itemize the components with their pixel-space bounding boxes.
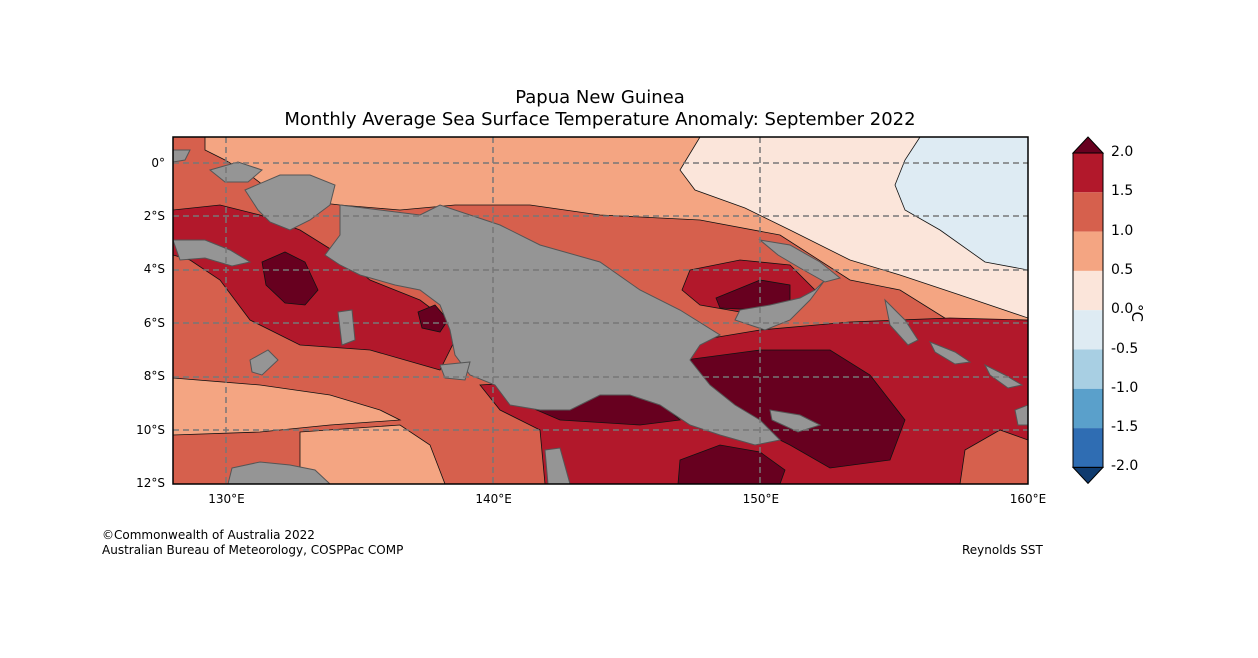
colorbar-tick-label: 2.0 bbox=[1111, 144, 1134, 160]
colorbar-extend-max bbox=[1071, 136, 1105, 154]
new-britain-island bbox=[734, 279, 826, 331]
agency-text: Australian Bureau of Meteorology, COSPPa… bbox=[102, 543, 404, 557]
northern-australia-coast bbox=[227, 461, 331, 484]
colorbar-extend-min bbox=[1071, 466, 1105, 485]
colorbar-bin bbox=[1073, 310, 1103, 350]
lon-tick-label: 130°E bbox=[208, 492, 245, 506]
colorbar-bin bbox=[1073, 428, 1103, 468]
lon-tick-label: 160°E bbox=[1009, 492, 1047, 506]
colorbar-tick-label: 1.0 bbox=[1111, 222, 1134, 239]
colorbar bbox=[1071, 136, 1105, 485]
new-ireland-island bbox=[758, 239, 842, 283]
lat-tick-label: 6°S bbox=[143, 315, 165, 330]
anomaly-region-above-2.0-south bbox=[677, 444, 786, 484]
lat-tick-label: 8°S bbox=[143, 369, 165, 384]
colorbar-tick-label: -1.0 bbox=[1111, 379, 1139, 396]
louisiade-islands bbox=[769, 409, 822, 433]
data-source-text: Reynolds SST bbox=[962, 543, 1043, 557]
cape-york-tip bbox=[544, 447, 571, 484]
colorbar-tick-label: -1.5 bbox=[1111, 419, 1139, 436]
map-frame bbox=[172, 136, 1029, 485]
colorbar-tick-label: -2.0 bbox=[1111, 458, 1139, 475]
colorbar-tick-label: 1.5 bbox=[1111, 183, 1134, 200]
colorbar-tick-label: 0.0 bbox=[1111, 301, 1134, 318]
colorbar-unit-label: °C bbox=[1128, 304, 1146, 322]
colorbar-tick-label: -0.5 bbox=[1111, 340, 1139, 357]
aru-island bbox=[337, 309, 356, 346]
lat-tick-label: 10°S bbox=[136, 422, 165, 437]
solomon-island-1 bbox=[928, 341, 972, 365]
colorbar-bin bbox=[1073, 388, 1103, 429]
colorbar-bin bbox=[1073, 231, 1103, 271]
colorbar-bin bbox=[1073, 270, 1103, 311]
colorbar-frame bbox=[1072, 152, 1104, 468]
map-title: Papua New Guinea bbox=[515, 87, 685, 108]
bougainville-island bbox=[884, 298, 919, 346]
land-masses bbox=[173, 149, 1028, 484]
morotai-island bbox=[173, 149, 191, 163]
copyright-text: ©Commonwealth of Australia 2022 bbox=[102, 528, 315, 542]
anomaly-region-above-2.0-ceram bbox=[261, 251, 319, 306]
lat-tick-label: 12°S bbox=[136, 476, 165, 490]
sst-anomaly-field bbox=[173, 137, 1028, 484]
lon-tick-label: 140°E bbox=[475, 492, 512, 506]
lon-tick-label: 150°E bbox=[742, 492, 780, 506]
anomaly-region-neg0.5-0.0 bbox=[894, 137, 1028, 271]
lat-tick-label: 4°S bbox=[143, 262, 165, 277]
frederik-hendrik-island bbox=[439, 361, 471, 381]
lat-tick-label: 2°S bbox=[143, 209, 165, 224]
anomaly-region-0.5-1.0-south bbox=[173, 377, 402, 436]
map-subtitle: Monthly Average Sea Surface Temperature … bbox=[284, 109, 916, 130]
colorbar-bin bbox=[1073, 192, 1103, 232]
colorbar-bin bbox=[1073, 349, 1103, 389]
anomaly-region-above-2.0-cove bbox=[417, 304, 449, 333]
tanimbar-island bbox=[249, 349, 279, 376]
colorbar-tick-label: 0.5 bbox=[1111, 261, 1134, 278]
ceram-island bbox=[173, 239, 252, 267]
colorbar-bin bbox=[1073, 153, 1103, 193]
graticule bbox=[173, 137, 1028, 484]
anomaly-region-1.0-1.5-southeast bbox=[959, 429, 1028, 484]
makira-island bbox=[1014, 404, 1028, 426]
lat-tick-label: 0° bbox=[151, 155, 165, 170]
